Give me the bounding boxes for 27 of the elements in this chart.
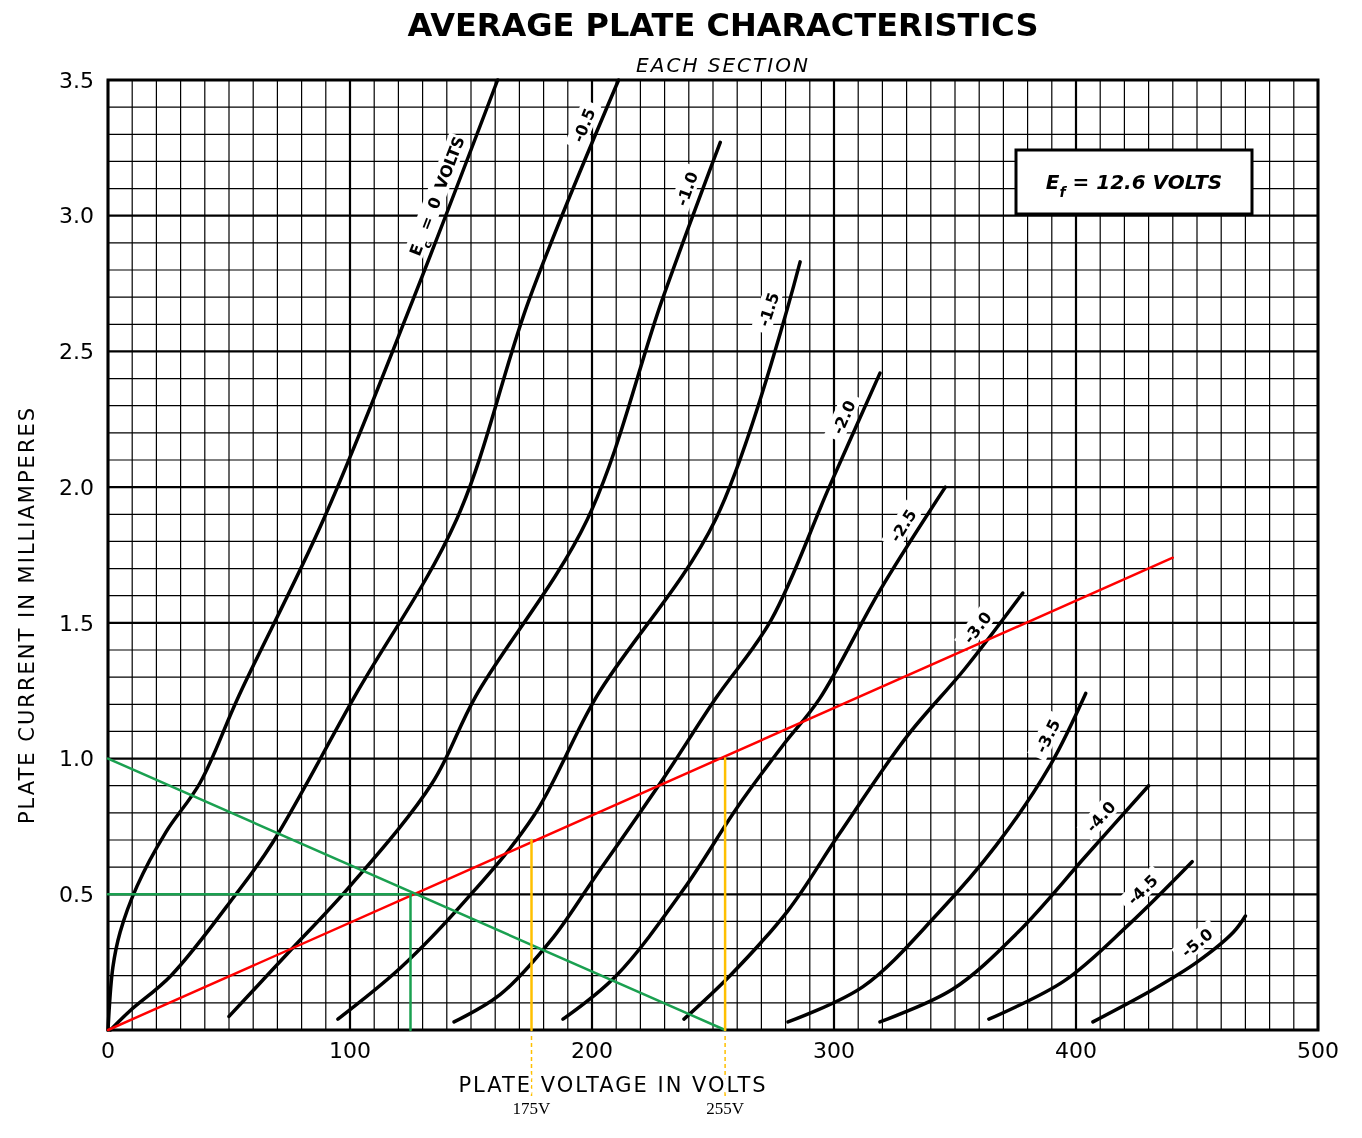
y-tick-label: 2.0 [59,474,94,500]
x-tick-label: 400 [1055,1038,1097,1063]
x-axis-title: PLATE VOLTAGE IN VOLTS [458,1073,768,1097]
text: -5.0 [1177,924,1217,962]
y-tick-label: 2.5 [59,339,94,365]
y-tick-label: 0.5 [59,881,94,907]
annotation: 255V [706,1099,745,1118]
text: -1.0 [672,169,703,209]
text: -3.5 [1031,716,1065,756]
y-tick-label: 1.0 [59,746,94,772]
chart-title: AVERAGE PLATE CHARACTERISTICS [407,6,1039,44]
y-tick-label: 1.5 [59,610,94,636]
chart-subtitle: EACH SECTION [636,53,810,77]
annotation: 175V [512,1099,552,1118]
x-tick-label: 300 [813,1038,855,1063]
x-tick-label: 200 [571,1038,613,1063]
text: -2.0 [828,397,860,438]
text: -1.5 [754,289,784,330]
x-tick-label: 500 [1297,1038,1339,1063]
y-axis-title: PLATE CURRENT IN MILLIAMPERES [15,405,39,825]
text: -0.5 [568,105,600,146]
note-box: E$_{f}$ = 12.6 VOLTS [1014,148,1254,216]
y-tick-label: 3.0 [59,203,94,229]
x-tick-label: 100 [329,1038,371,1063]
x-tick-label: 0 [101,1038,115,1063]
annotation: E$_{f}$ = 12.6 VOLTS [1045,170,1223,200]
y-tick-label: 3.5 [59,67,94,93]
